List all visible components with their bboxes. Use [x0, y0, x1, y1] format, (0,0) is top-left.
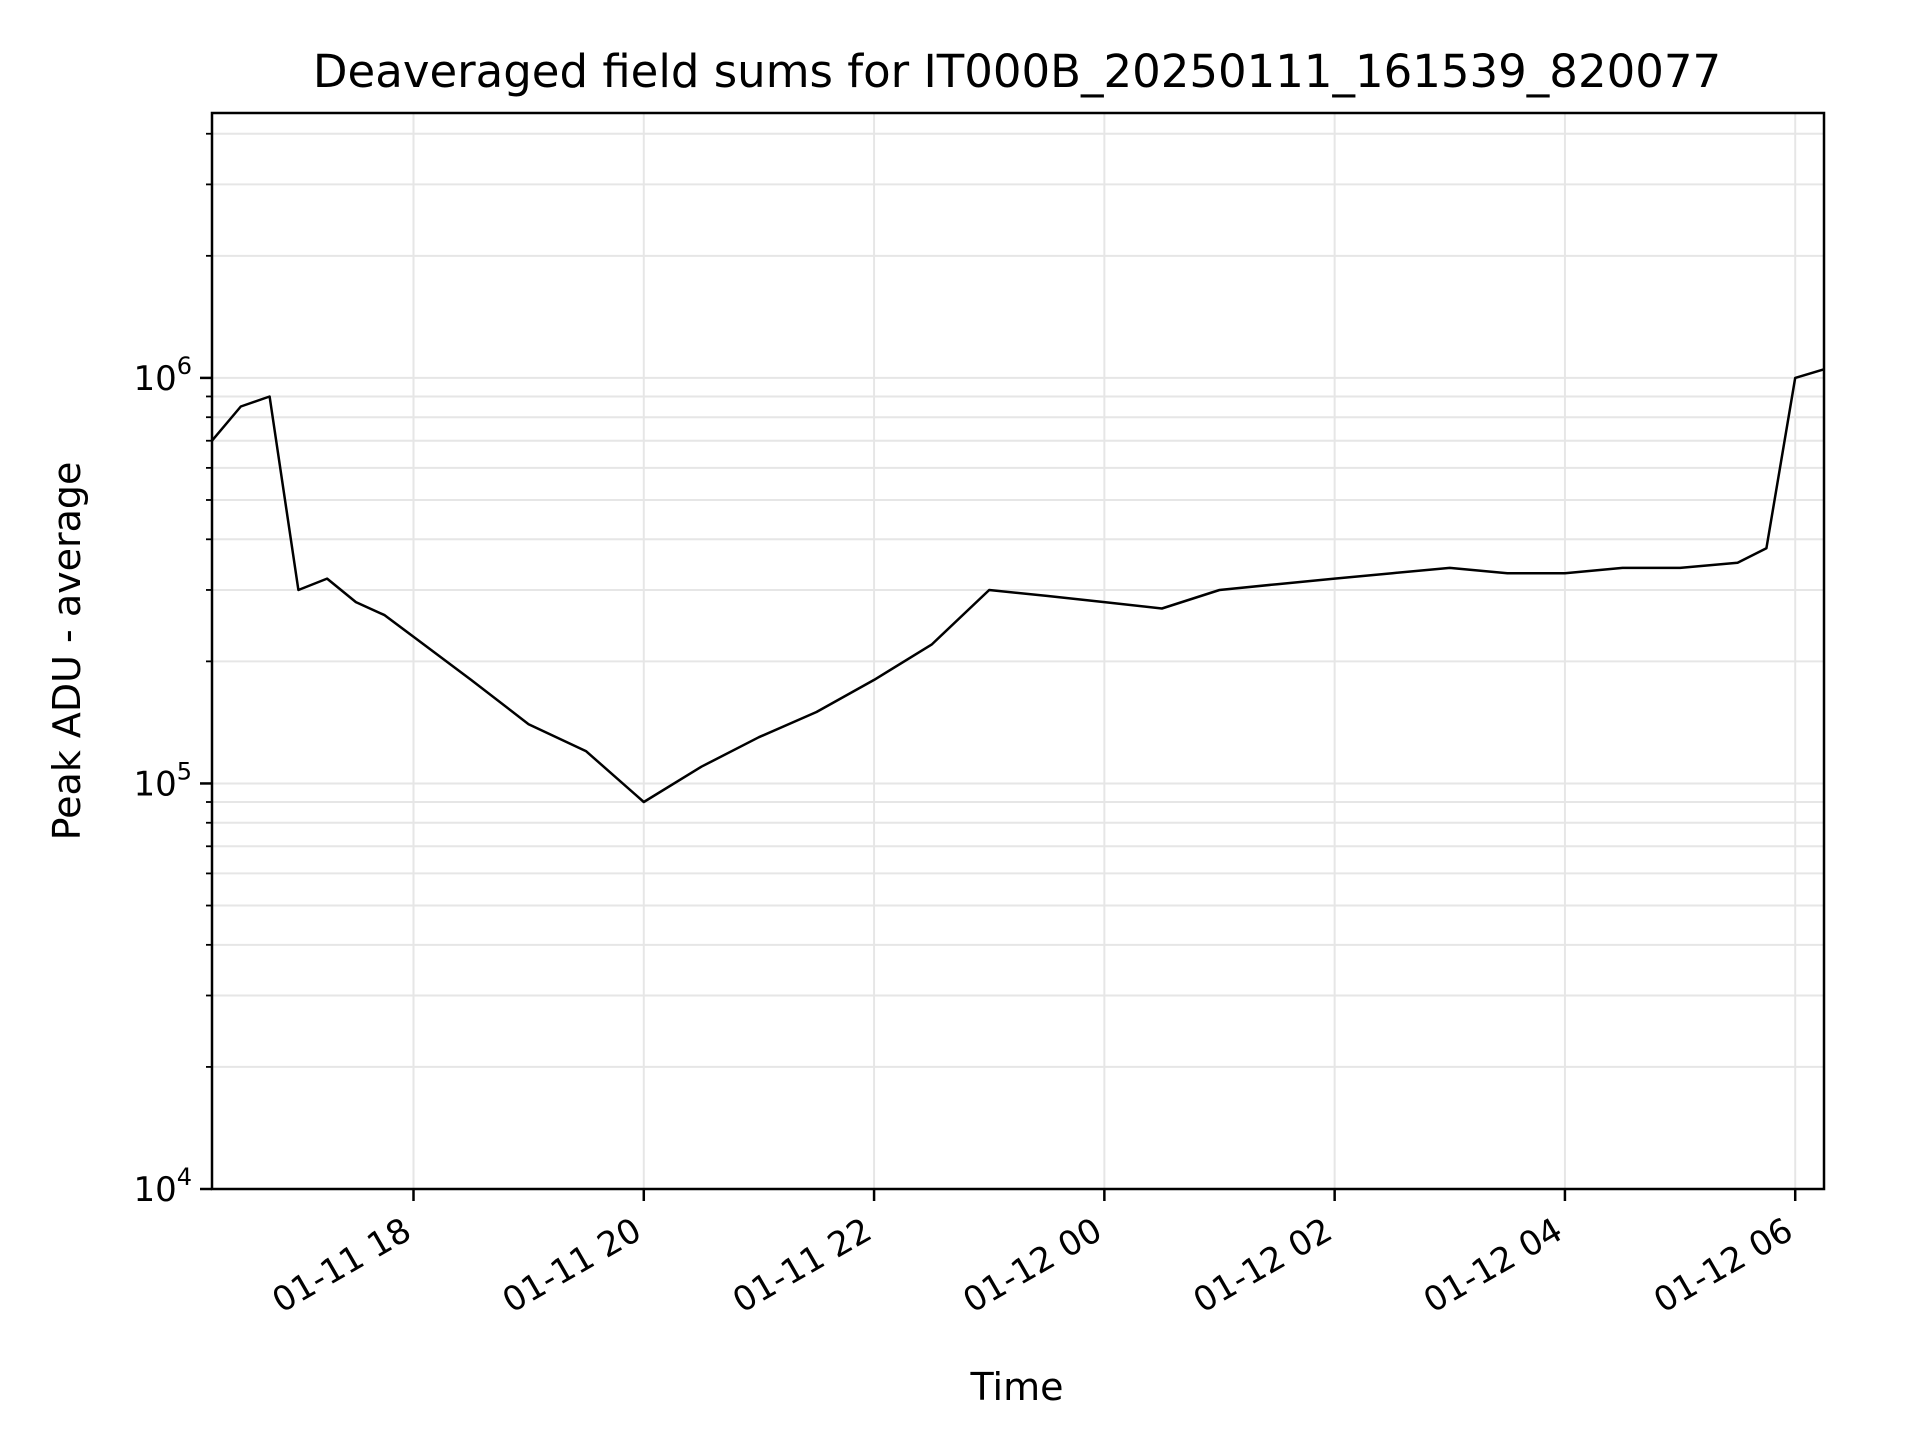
series-line-0	[211, 368, 1825, 804]
x-axis-label: Time	[970, 1365, 1064, 1409]
y-tick-label: 105	[133, 757, 192, 804]
grid	[212, 113, 1824, 1190]
chart-title: Deaveraged field sums for IT000B_2025011…	[313, 45, 1721, 98]
plot-frame	[210, 111, 1826, 1191]
y-axis-label: Peak ADU - average	[45, 462, 89, 841]
y-tick-label: 106	[133, 352, 192, 399]
series-layer	[211, 368, 1825, 804]
y-tick-label: 104	[133, 1163, 192, 1210]
